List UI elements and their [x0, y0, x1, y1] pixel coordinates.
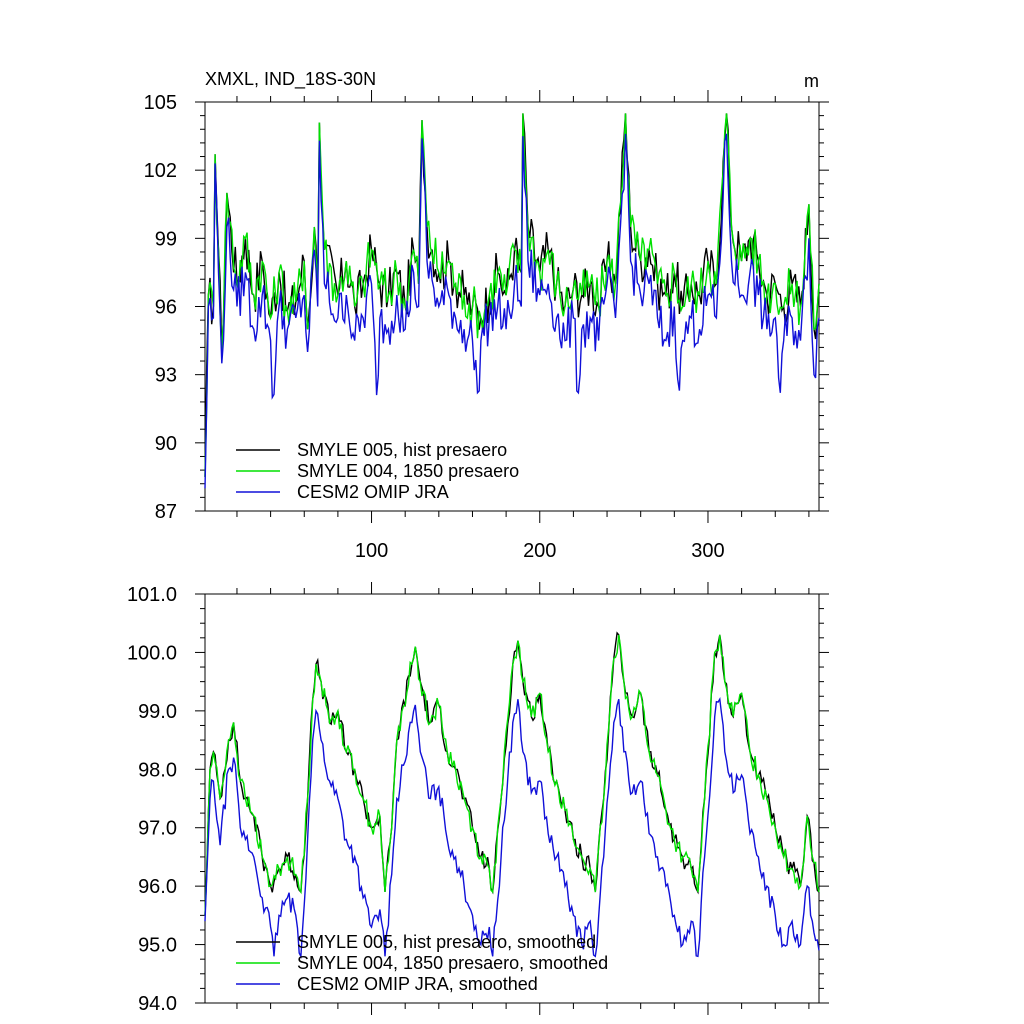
- y-tick-label: 87: [155, 501, 177, 523]
- series-line-1: [204, 634, 820, 916]
- y-tick-label: 100.0: [127, 642, 177, 664]
- bottom-panel-series: [204, 631, 820, 959]
- x-tick-label: 200: [523, 540, 556, 562]
- series-line-2: [204, 133, 820, 489]
- y-tick-label: 96: [155, 297, 177, 319]
- figure-title: XMXL, IND_18S-30N: [205, 69, 376, 90]
- legend-label-2: CESM2 OMIP JRA, smoothed: [297, 974, 538, 994]
- y-tick-label: 99: [155, 228, 177, 250]
- legend-label-2: CESM2 OMIP JRA: [297, 482, 449, 502]
- y-tick-label: 102: [144, 160, 177, 182]
- y-tick-label: 99.0: [138, 701, 177, 723]
- series-line-1: [204, 113, 820, 477]
- y-tick-label: 93: [155, 365, 177, 387]
- legend-label-0: SMYLE 005, hist presaero, smoothed: [297, 932, 596, 952]
- legend-label-1: SMYLE 004, 1850 presaero, smoothed: [297, 953, 608, 973]
- y-tick-label: 97.0: [138, 818, 177, 840]
- legend-label-0: SMYLE 005, hist presaero: [297, 440, 507, 460]
- units-label: m: [804, 71, 819, 91]
- y-tick-label: 98.0: [138, 759, 177, 781]
- y-tick-label: 95.0: [138, 935, 177, 957]
- y-tick-label: 101.0: [127, 584, 177, 606]
- top-panel-series: [204, 113, 820, 489]
- x-tick-label: 300: [691, 540, 724, 562]
- bottom-panel: 94.0 95.0 96.0 97.0 98.0 99.0 100.0 101.0 SMYLE…: [127, 582, 829, 1015]
- top-panel: 87 90 93 96 99 102 105 100 200 300 SMYLE 005, his…: [144, 90, 829, 562]
- legend-label-1: SMYLE 004, 1850 presaero: [297, 461, 519, 481]
- bottom-panel-legend: SMYLE 005, hist presaero, smoothedSMYLE …: [236, 932, 608, 994]
- y-tick-label: 105: [144, 92, 177, 114]
- y-tick-label: 90: [155, 433, 177, 455]
- series-line-2: [204, 697, 820, 959]
- top-panel-ticks: 87 90 93 96 99 102 105 100 200 300: [144, 90, 829, 562]
- bottom-panel-ticks: 94.0 95.0 96.0 97.0 98.0 99.0 100.0 101.0: [127, 582, 829, 1015]
- x-tick-label: 100: [355, 540, 388, 562]
- y-tick-label: 94.0: [138, 993, 177, 1015]
- y-tick-label: 96.0: [138, 876, 177, 898]
